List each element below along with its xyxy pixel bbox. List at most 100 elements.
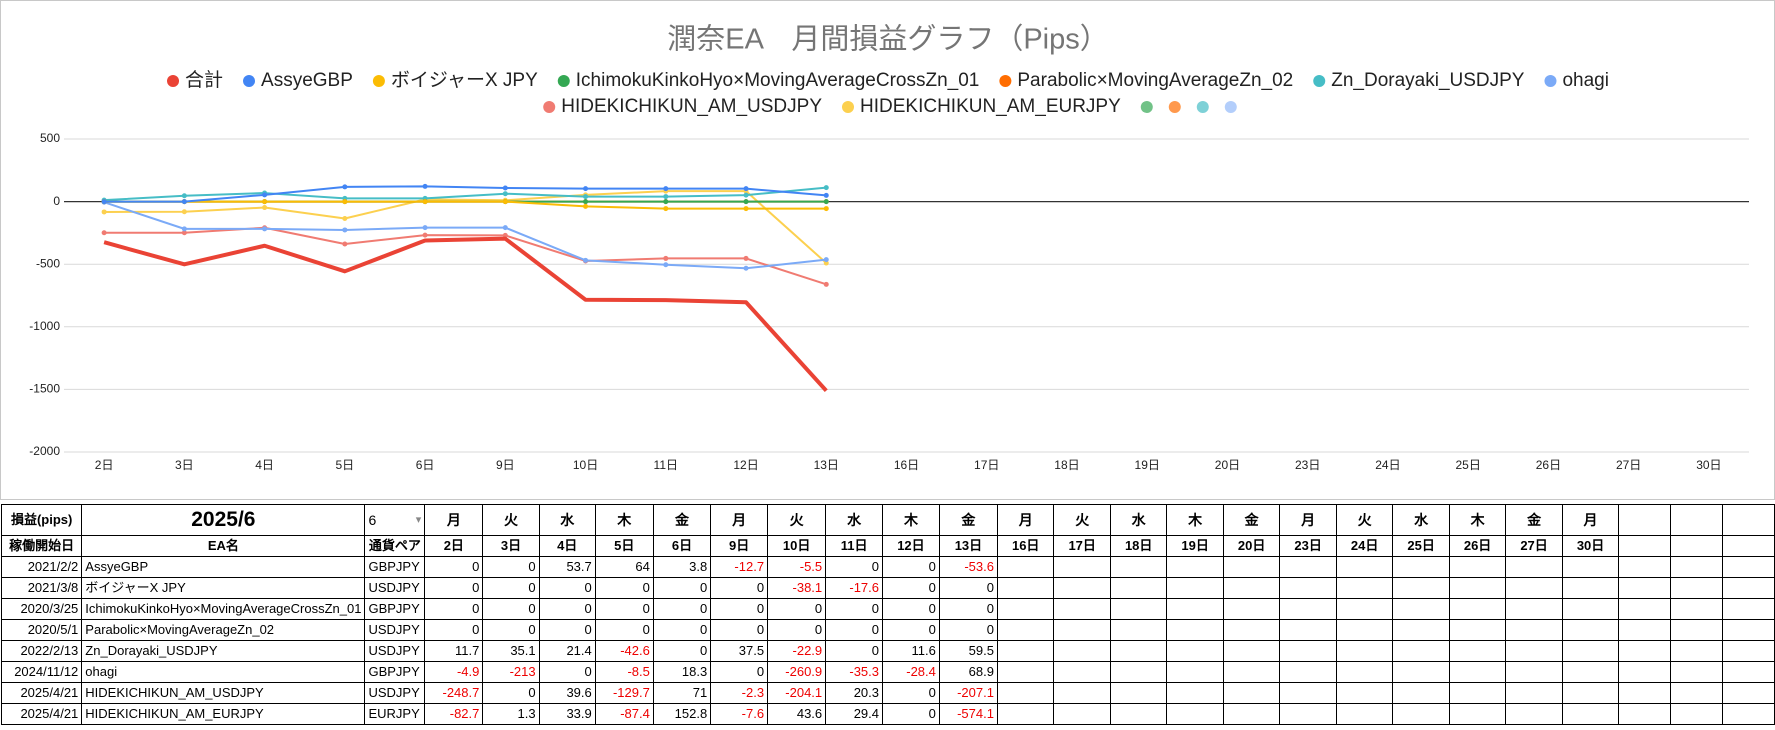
dropdown-arrow[interactable]: ▾ <box>415 514 422 526</box>
x-tick-label: 23日 <box>1295 458 1320 472</box>
data-point <box>663 206 669 212</box>
weekday-cell: 金 <box>1222 504 1281 536</box>
table-row: 稼働開始日 EA名 通貨ペア 2日 3日 4日 5日 6日 9日 10日 11日 12日 13日 16日 1… <box>0 535 1775 557</box>
value-cell: 0 <box>538 661 596 683</box>
legend-swatch <box>999 75 1012 87</box>
weekday-cell: 月 <box>1561 504 1620 536</box>
value-cell: 0 <box>825 619 884 641</box>
legend-row: 合計 AssyeGBP ボイジャーX JPY IchimokuKinkoHyo×Mov… <box>167 69 1609 91</box>
x-tick-label: 2日 <box>95 458 114 472</box>
legend-label: 合計 <box>185 69 223 91</box>
value-cell: 1.3 <box>482 703 540 725</box>
data-point <box>262 205 268 211</box>
value-cell: 0 <box>710 598 769 620</box>
start-date-cell: 2025/4/21 <box>0 682 83 704</box>
value-cell: -2.3 <box>710 682 769 704</box>
series-line <box>104 226 827 286</box>
data-point <box>743 265 749 271</box>
start-date-cell: 2020/5/1 <box>0 619 83 641</box>
series-line <box>104 200 827 210</box>
value-cell: 0 <box>882 577 940 599</box>
empty-cell <box>996 619 1055 641</box>
empty-cell <box>1448 661 1507 683</box>
legend-label: IchimokuKinkoHyo×MovingAverageCrossZn_01 <box>576 70 980 91</box>
legend-swatch <box>1544 75 1557 87</box>
legend-label: Zn_Dorayaki_USDJPY <box>1331 70 1525 91</box>
empty-cell <box>1505 598 1563 620</box>
x-tick-label: 6日 <box>416 458 435 472</box>
weekday-cell: 金 <box>652 504 712 536</box>
day-cell: 3日 <box>482 535 540 557</box>
weekday-cell: 月 <box>424 504 484 536</box>
value-cell: 3.8 <box>652 556 712 578</box>
day-cell: 16日 <box>996 535 1055 557</box>
y-tick-label: 0 <box>53 194 60 208</box>
value-cell: -8.5 <box>594 661 654 683</box>
weekday-cell: 水 <box>1109 504 1168 536</box>
empty-cell <box>996 661 1055 683</box>
value-cell: 0 <box>938 598 998 620</box>
value-cell: 0 <box>767 598 827 620</box>
value-cell: 0 <box>538 619 596 641</box>
empty-cell <box>1222 556 1281 578</box>
empty-cell <box>1335 619 1394 641</box>
empty-cell <box>1109 619 1168 641</box>
empty-cell <box>1109 640 1168 662</box>
empty-cell <box>996 682 1055 704</box>
y-tick-label: -1000 <box>29 319 60 333</box>
empty-cell <box>1670 640 1723 662</box>
day-cell: 11日 <box>825 535 884 557</box>
series-line <box>104 190 827 264</box>
empty-cell <box>1721 619 1775 641</box>
empty-cell <box>1392 556 1450 578</box>
value-cell: 0 <box>652 577 712 599</box>
empty-cell <box>1279 682 1337 704</box>
empty-cell <box>1166 598 1224 620</box>
day-cell: 25日 <box>1392 535 1450 557</box>
value-cell: 0 <box>594 598 654 620</box>
day-cell: 2日 <box>424 535 484 557</box>
empty-cell <box>996 556 1055 578</box>
value-cell: -28.4 <box>882 661 940 683</box>
ea-name-cell: ohagi <box>81 661 366 683</box>
series-line <box>104 185 827 203</box>
x-tick-label: 13日 <box>814 458 839 472</box>
value-cell: -4.9 <box>424 661 484 683</box>
data-point <box>502 225 508 231</box>
empty-cell <box>1166 703 1224 725</box>
sheet-table: 損益(pips) 2025/6 6 ▾ 月火水木金月火水木金月火水木金月火水木金月稼働開… <box>0 504 1775 725</box>
weekday-cell: 水 <box>825 504 884 536</box>
value-cell: 0 <box>424 556 484 578</box>
empty-cell <box>1279 619 1337 641</box>
empty-cell <box>1109 703 1168 725</box>
empty-cell <box>1618 703 1672 725</box>
data-point <box>502 232 508 238</box>
empty-cell <box>1561 556 1620 578</box>
value-cell: 43.6 <box>767 703 827 725</box>
empty-cell <box>1392 703 1450 725</box>
x-tick-label: 19日 <box>1135 458 1160 472</box>
month-select[interactable]: 6 ▾ <box>364 504 426 536</box>
data-point <box>502 191 508 197</box>
day-cell: 4日 <box>538 535 596 557</box>
weekday-cell: 水 <box>538 504 596 536</box>
empty-cell <box>1670 619 1723 641</box>
pair-cell: GBPJPY <box>364 556 426 578</box>
empty-cell <box>1166 661 1224 683</box>
empty-cell <box>996 577 1055 599</box>
data-point <box>342 184 348 190</box>
legend-label: Parabolic×MovingAverageZn_02 <box>1017 70 1293 91</box>
data-point <box>583 194 589 200</box>
data-point <box>583 257 589 263</box>
value-cell: -82.7 <box>424 703 484 725</box>
empty-cell <box>1618 504 1672 536</box>
x-tick-label: 20日 <box>1215 458 1240 472</box>
value-cell: 39.6 <box>538 682 596 704</box>
empty-cell <box>1279 703 1337 725</box>
empty-cell <box>1670 703 1723 725</box>
day-cell: 6日 <box>652 535 712 557</box>
legend-swatch <box>1168 101 1181 113</box>
data-point <box>663 186 669 192</box>
value-cell: -38.1 <box>767 577 827 599</box>
